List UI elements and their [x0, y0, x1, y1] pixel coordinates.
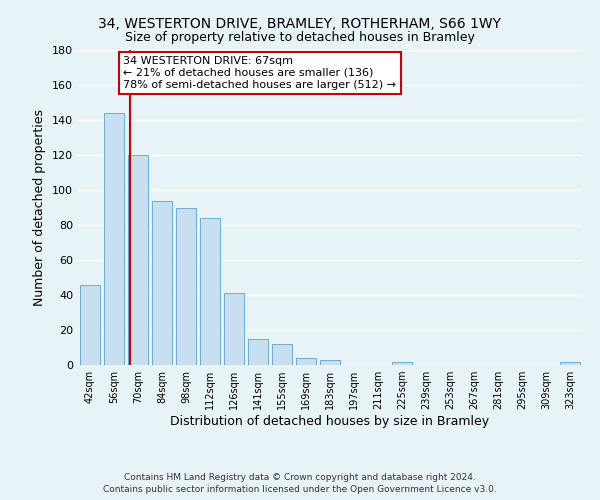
- Bar: [272, 344, 292, 365]
- X-axis label: Distribution of detached houses by size in Bramley: Distribution of detached houses by size …: [170, 415, 490, 428]
- Text: 34 WESTERTON DRIVE: 67sqm
← 21% of detached houses are smaller (136)
78% of semi: 34 WESTERTON DRIVE: 67sqm ← 21% of detac…: [124, 56, 397, 90]
- Bar: [176, 208, 196, 365]
- Bar: [80, 284, 100, 365]
- Bar: [224, 293, 244, 365]
- Bar: [392, 362, 412, 365]
- Bar: [248, 339, 268, 365]
- Bar: [560, 362, 580, 365]
- Bar: [200, 218, 220, 365]
- Bar: [320, 360, 340, 365]
- Bar: [152, 200, 172, 365]
- Text: Contains HM Land Registry data © Crown copyright and database right 2024.
Contai: Contains HM Land Registry data © Crown c…: [103, 472, 497, 494]
- Bar: [296, 358, 316, 365]
- Y-axis label: Number of detached properties: Number of detached properties: [34, 109, 46, 306]
- Text: 34, WESTERTON DRIVE, BRAMLEY, ROTHERHAM, S66 1WY: 34, WESTERTON DRIVE, BRAMLEY, ROTHERHAM,…: [98, 18, 502, 32]
- Bar: [104, 113, 124, 365]
- Bar: [128, 155, 148, 365]
- Text: Size of property relative to detached houses in Bramley: Size of property relative to detached ho…: [125, 31, 475, 44]
